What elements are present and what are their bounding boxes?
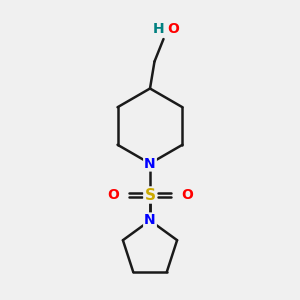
Text: O: O [167, 22, 179, 36]
Text: N: N [144, 214, 156, 227]
Text: O: O [181, 188, 193, 202]
Text: S: S [145, 188, 155, 202]
Text: H: H [152, 22, 164, 36]
Text: O: O [107, 188, 119, 202]
Text: N: N [144, 157, 156, 170]
